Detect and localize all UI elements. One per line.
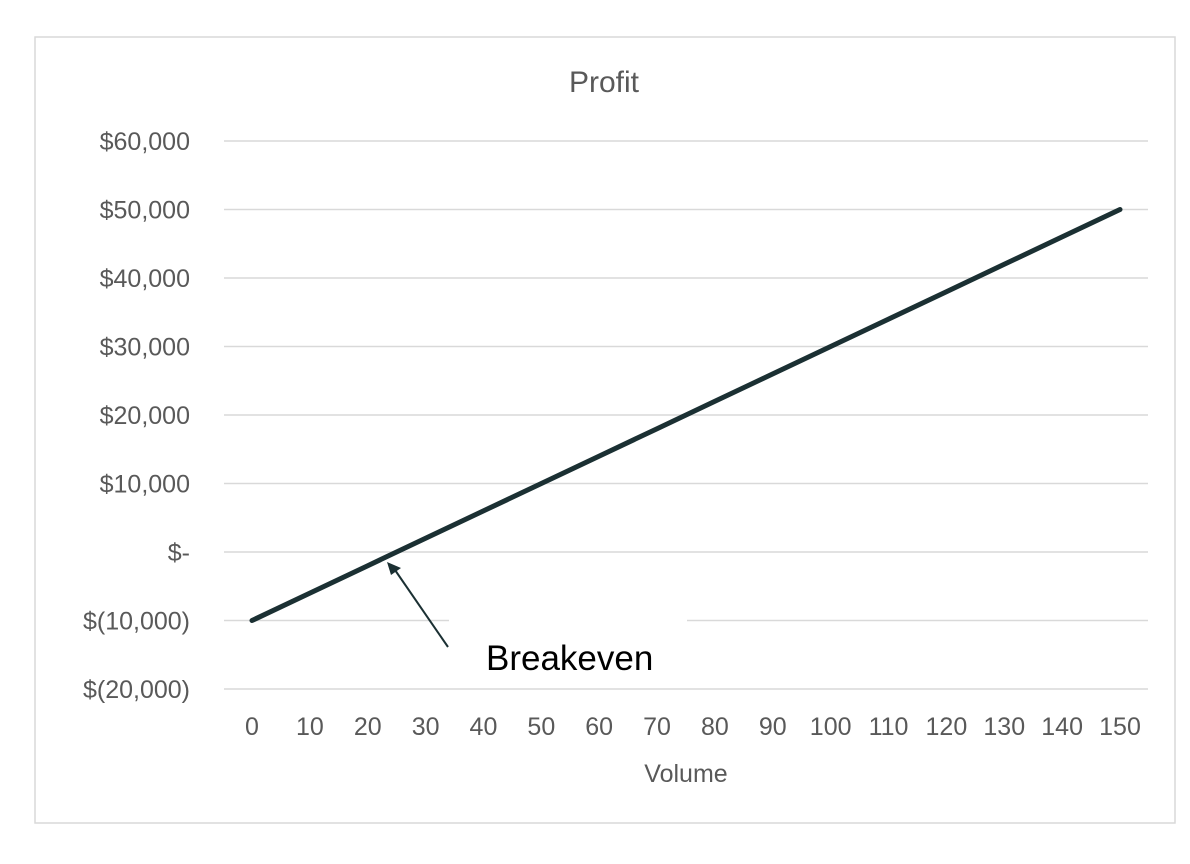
y-tick-label: $20,000 xyxy=(100,402,190,430)
x-tick-label: 30 xyxy=(412,713,440,741)
y-tick-label: $- xyxy=(168,539,190,567)
annotation-arrowhead xyxy=(387,562,401,575)
profit-line xyxy=(249,207,1123,623)
x-tick-label: 120 xyxy=(926,713,968,741)
x-tick-label: 20 xyxy=(354,713,382,741)
y-tick-label: $50,000 xyxy=(100,197,190,225)
annotation-breakeven: Breakeven xyxy=(486,639,653,678)
x-tick-label: 40 xyxy=(470,713,498,741)
x-tick-label: 140 xyxy=(1041,713,1083,741)
y-tick-label: $60,000 xyxy=(100,128,190,156)
y-tick-label: $30,000 xyxy=(100,334,190,362)
annotation-box xyxy=(449,595,687,680)
x-tick-label: 100 xyxy=(810,713,852,741)
x-tick-label: 150 xyxy=(1099,713,1141,741)
y-tick-label: $(20,000) xyxy=(83,676,190,704)
x-tick-label: 0 xyxy=(245,713,259,741)
x-tick-label: 60 xyxy=(585,713,613,741)
annotation-arrow xyxy=(394,569,449,648)
x-tick-label: 70 xyxy=(643,713,671,741)
x-axis-label: Volume xyxy=(644,760,727,788)
x-tick-label: 90 xyxy=(759,713,787,741)
x-tick-label: 50 xyxy=(527,713,555,741)
chart-title: Profit xyxy=(569,66,640,99)
x-tick-label: 80 xyxy=(701,713,729,741)
y-tick-label: $10,000 xyxy=(100,471,190,499)
y-tick-label: $(10,000) xyxy=(83,608,190,636)
x-tick-label: 110 xyxy=(869,713,909,741)
chart-border xyxy=(34,36,1176,824)
x-tick-label: 130 xyxy=(983,713,1025,741)
x-tick-label: 10 xyxy=(296,713,324,741)
y-tick-label: $40,000 xyxy=(100,265,190,293)
